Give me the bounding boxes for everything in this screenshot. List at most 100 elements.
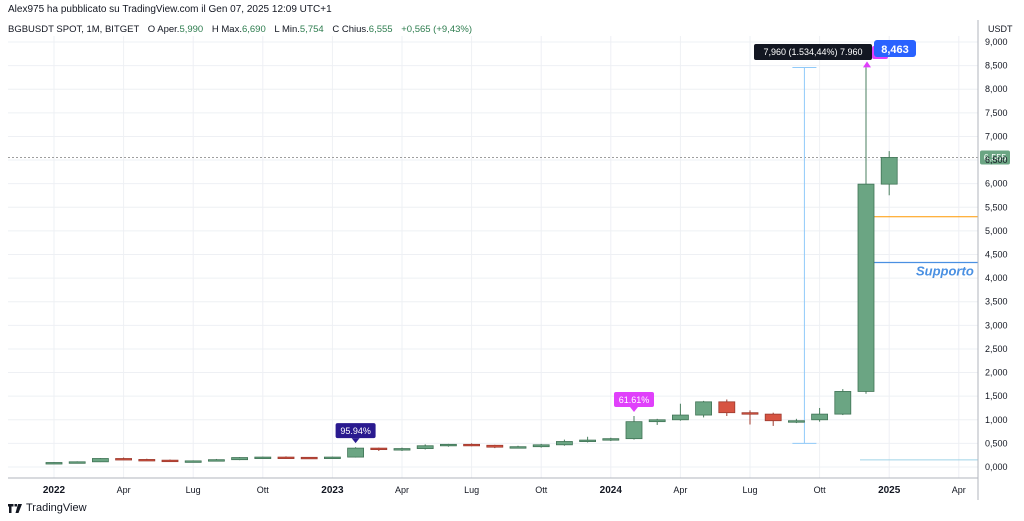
callout-2024-text: 61.61% <box>619 395 650 405</box>
y-tick-label: 5,500 <box>985 202 1008 212</box>
y-tick-label: 6,000 <box>985 179 1008 189</box>
candle <box>370 447 388 451</box>
candles <box>45 67 898 465</box>
candle <box>857 67 875 394</box>
candle-body <box>254 456 272 459</box>
candle <box>184 460 202 463</box>
candle <box>277 456 295 459</box>
current-price-label: 6,555 <box>980 150 1010 165</box>
candle-body <box>393 448 411 451</box>
candle <box>741 410 759 425</box>
candle-body <box>625 421 643 440</box>
candle-body <box>68 461 86 464</box>
callout-2023: 95.94% <box>335 423 376 444</box>
candle <box>695 400 712 418</box>
candle-body <box>300 456 318 460</box>
y-tick-label: 5,000 <box>985 226 1008 236</box>
change-value: +0,565 (+9,43%) <box>401 24 472 35</box>
x-tick-label: 2022 <box>43 485 66 496</box>
candle <box>45 462 63 465</box>
candle <box>347 447 365 458</box>
y-tick-label: 8,500 <box>985 61 1008 71</box>
y-tick-label: 7,500 <box>985 108 1008 118</box>
open-value: 5,990 <box>179 24 204 35</box>
footer-brand[interactable]: TradingView <box>8 502 87 514</box>
candle <box>579 436 596 443</box>
candle-body <box>695 401 712 416</box>
candle-body <box>161 459 179 463</box>
tradingview-logo-icon <box>8 503 22 513</box>
candle <box>556 439 573 446</box>
y-tick-label: 7,000 <box>985 131 1008 141</box>
candle-body <box>231 457 249 461</box>
candle <box>439 443 457 447</box>
measure-label-text: 7,960 (1.534,44%) 7.960 <box>763 47 862 57</box>
x-tick-label: Lug <box>742 485 757 495</box>
callout-2024: 61.61% <box>614 392 654 412</box>
candle <box>207 458 225 462</box>
candle <box>92 458 109 463</box>
high-text: Max. <box>221 24 242 35</box>
open-label: O <box>147 24 156 35</box>
y-tick-label: 4,000 <box>985 273 1008 283</box>
candle-body <box>764 413 782 422</box>
candle <box>300 456 318 460</box>
candle-body <box>45 462 63 465</box>
candle <box>718 399 736 416</box>
candle-body <box>92 458 109 463</box>
current-price-label-bg <box>980 150 1010 165</box>
x-tick-label: Apr <box>952 485 966 495</box>
y-tick-label: 0,500 <box>985 438 1008 448</box>
candle-body <box>718 401 736 414</box>
high-price-label-bg <box>874 40 916 57</box>
candle <box>811 407 828 422</box>
grid-lines <box>8 36 978 478</box>
x-tick-label: Lug <box>186 485 201 495</box>
candle-body <box>741 412 759 415</box>
axes: 0,000 0,500 1,000 1,500 2,000 2,500 3,000 3,500… <box>8 20 1008 500</box>
low-label: L <box>274 24 280 35</box>
candle-body <box>509 446 527 449</box>
candle <box>509 445 527 449</box>
measure-label: 7,960 (1.534,44%) 7.960 <box>754 44 888 60</box>
symbol-name[interactable]: BGBUSDT SPOT, 1M, BITGET <box>8 24 140 35</box>
candle-body <box>857 183 875 392</box>
candle <box>880 151 898 196</box>
callout-2023-text: 95.94% <box>340 426 371 436</box>
close-label: C <box>332 24 340 35</box>
ohlc-legend: BGBUSDT SPOT, 1M, BITGET O Aper.5,990 H … <box>8 24 472 35</box>
candle-body <box>463 443 481 447</box>
x-tick-label: 2024 <box>600 485 623 496</box>
candle-body <box>811 413 828 421</box>
x-tick-label: 2023 <box>321 485 344 496</box>
candle-body <box>672 414 689 421</box>
callout-2024-pointer <box>630 407 638 412</box>
y-tick-label: 0,000 <box>985 462 1008 472</box>
x-tick-label: Apr <box>673 485 687 495</box>
candle-body <box>277 456 295 459</box>
candle-body <box>788 420 805 423</box>
measure-label-bg <box>754 44 872 60</box>
candle <box>416 444 434 450</box>
y-tick-label: 1,500 <box>985 391 1008 401</box>
candle-body <box>115 458 132 461</box>
callout-2023-pointer <box>351 438 360 444</box>
candle <box>486 444 504 449</box>
high-value: 6,690 <box>241 24 266 35</box>
y-tick-label: 2,500 <box>985 344 1008 354</box>
candle <box>625 416 643 440</box>
x-tick-label: Ott <box>535 485 548 495</box>
candle <box>161 459 179 463</box>
candle-body <box>347 447 365 458</box>
support-label: Supporto <box>916 264 974 279</box>
low-value: 5,754 <box>299 24 324 35</box>
x-tick-label: Ott <box>257 485 270 495</box>
annotations: Supporto 7,960 (1.534,44%) 7.960 8,463 6,55… <box>335 40 1010 444</box>
y-tick-label: 4,500 <box>985 250 1008 260</box>
callout-2024-bg <box>614 392 654 407</box>
candle <box>764 412 782 426</box>
candle <box>672 403 689 421</box>
candle-body <box>486 444 504 448</box>
candle-body <box>834 391 852 415</box>
